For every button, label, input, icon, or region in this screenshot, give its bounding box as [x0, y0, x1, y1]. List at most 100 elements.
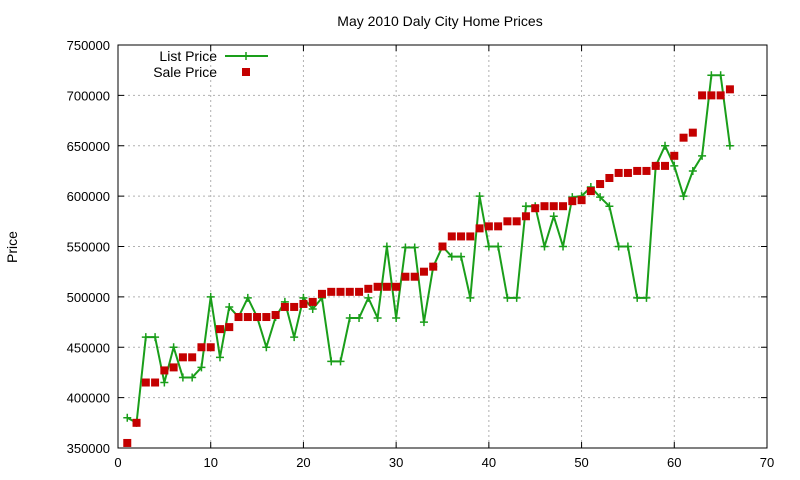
x-tick-label: 10 — [203, 455, 217, 470]
sale-price-point — [438, 242, 447, 251]
sale-price-point — [169, 363, 178, 372]
chart-title: May 2010 Daly City Home Prices — [337, 13, 542, 29]
sale-price-point — [466, 232, 475, 241]
sale-price-point — [262, 313, 271, 322]
list-price-point — [160, 378, 169, 387]
list-price-point — [633, 293, 642, 302]
list-price-point — [512, 293, 521, 302]
list-price-point — [484, 242, 493, 251]
list-price-point — [290, 333, 299, 342]
list-price-point — [327, 357, 336, 366]
sale-price-point — [484, 222, 493, 231]
sale-price-point — [568, 197, 577, 206]
list-price-point — [419, 318, 428, 327]
x-tick-label: 40 — [482, 455, 496, 470]
list-price-point — [457, 252, 466, 261]
sale-price-point — [503, 217, 512, 226]
sale-price-point — [642, 166, 651, 175]
list-price-point — [141, 333, 150, 342]
y-tick-label: 600000 — [67, 189, 110, 204]
list-price-point — [503, 293, 512, 302]
sale-price-point — [716, 91, 725, 100]
sale-price-point — [401, 272, 410, 281]
list-price-point — [716, 71, 725, 80]
sale-price-point — [679, 133, 688, 142]
list-price-point — [336, 357, 345, 366]
sale-price-point — [521, 212, 530, 221]
sale-price-point — [299, 299, 308, 308]
sale-price-point — [123, 438, 132, 447]
list-price-point — [123, 413, 132, 422]
sale-price-point — [447, 232, 456, 241]
list-price-point — [642, 293, 651, 302]
sale-price-point — [234, 313, 243, 322]
sale-price-point — [364, 284, 373, 293]
sale-price-point — [243, 313, 252, 322]
sale-price-point — [475, 224, 484, 233]
y-axis-label: Price — [4, 231, 20, 263]
sale-price-point — [225, 323, 234, 332]
sale-price-point — [540, 202, 549, 211]
list-price-point — [549, 212, 558, 221]
sale-price-point — [586, 187, 595, 196]
list-price-point — [225, 302, 234, 311]
list-price-point — [725, 141, 734, 150]
x-tick-label: 60 — [667, 455, 681, 470]
y-tick-label: 550000 — [67, 240, 110, 255]
list-price-point — [215, 353, 224, 362]
sale-price-point — [670, 151, 679, 160]
list-price-point — [410, 243, 419, 252]
sale-price-point — [373, 282, 382, 291]
list-price-point — [392, 314, 401, 323]
sale-price-point — [280, 302, 289, 311]
list-price-point — [178, 373, 187, 382]
sale-price-point — [512, 217, 521, 226]
sale-price-point — [308, 297, 317, 306]
list-price-point — [188, 373, 197, 382]
y-tick-label: 450000 — [67, 340, 110, 355]
sale-price-point — [688, 128, 697, 137]
list-price-point — [494, 242, 503, 251]
sale-price-point — [419, 267, 428, 276]
sale-price-point — [633, 166, 642, 175]
sale-price-point — [596, 180, 605, 189]
legend-label: List Price — [159, 48, 217, 64]
y-tick-label: 500000 — [67, 290, 110, 305]
legend-square-swatch — [242, 68, 250, 76]
sale-price-point — [160, 366, 169, 375]
sale-price-point — [336, 287, 345, 296]
sale-price-point — [410, 272, 419, 281]
sale-price-point — [605, 173, 614, 182]
sale-price-point — [253, 313, 262, 322]
x-tick-label: 50 — [574, 455, 588, 470]
sale-price-point — [725, 85, 734, 94]
list-price-point — [707, 71, 716, 80]
list-price-point — [605, 202, 614, 211]
list-price-point — [197, 363, 206, 372]
x-tick-label: 20 — [296, 455, 310, 470]
list-price-point — [623, 242, 632, 251]
legend-plus-swatch — [242, 52, 250, 60]
list-price-point — [373, 314, 382, 323]
sale-price-point — [271, 311, 280, 320]
list-price-point — [540, 242, 549, 251]
sale-price-point — [355, 287, 364, 296]
list-price-point — [401, 243, 410, 252]
list-price-point — [698, 151, 707, 160]
sale-price-point — [577, 196, 586, 205]
list-price-point — [679, 192, 688, 201]
list-price-point — [262, 343, 271, 352]
sale-price-point — [327, 287, 336, 296]
sale-price-point — [141, 378, 150, 387]
sale-price-point — [382, 282, 391, 291]
sale-price-point — [178, 353, 187, 362]
sale-price-point — [457, 232, 466, 241]
list-price-point — [169, 343, 178, 352]
sale-price-point — [494, 222, 503, 231]
list-price-point — [596, 193, 605, 202]
list-price-point — [670, 161, 679, 170]
sale-price-point — [215, 325, 224, 334]
